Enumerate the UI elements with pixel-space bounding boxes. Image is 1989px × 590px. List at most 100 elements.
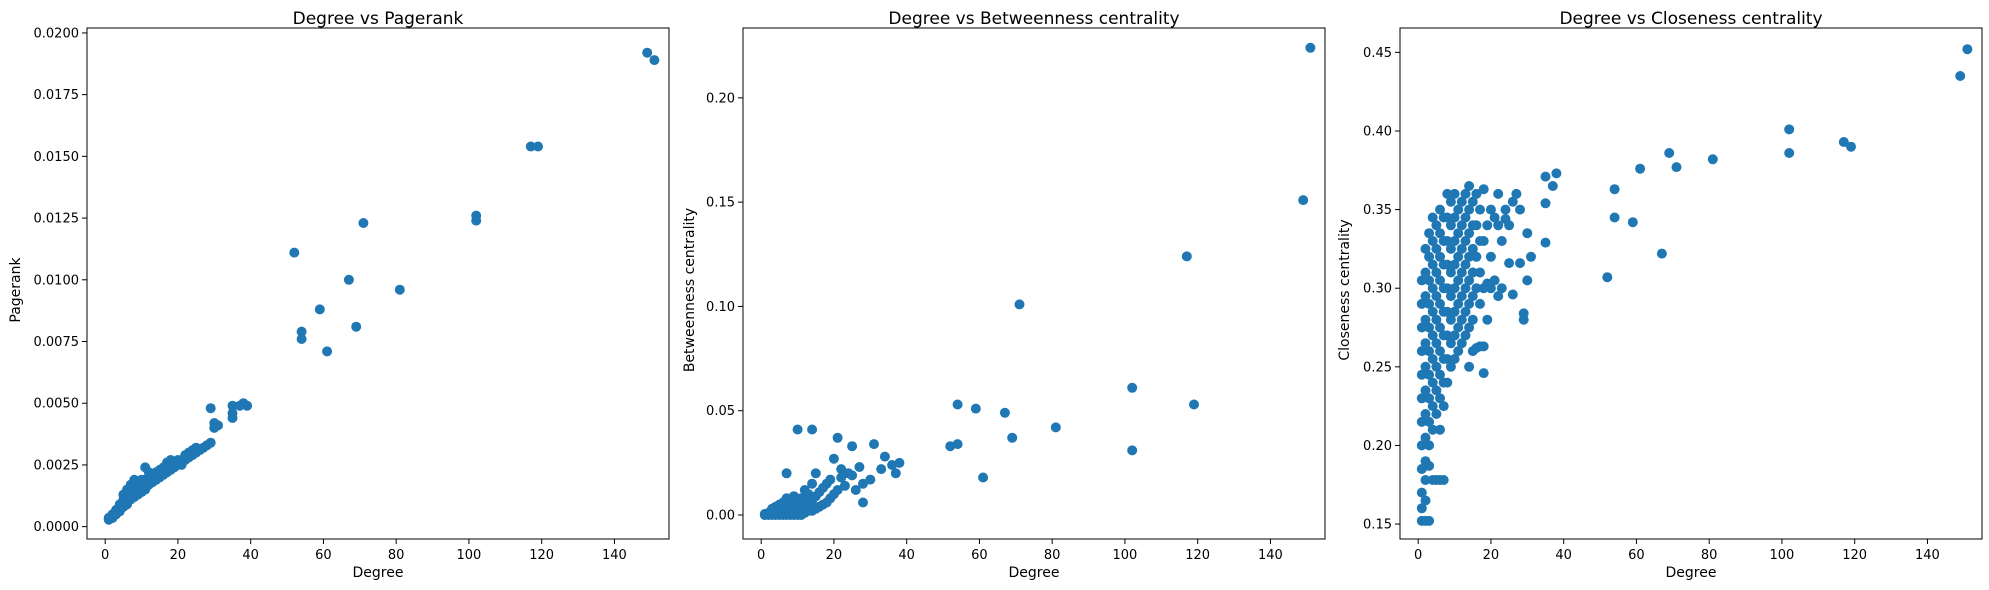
data-point (1435, 251, 1445, 262)
data-point (1453, 251, 1464, 262)
data-point (1846, 141, 1856, 152)
data-point (1485, 283, 1496, 294)
data-point (1489, 212, 1500, 223)
axes-frame (742, 27, 1326, 540)
data-point (1460, 188, 1471, 199)
data-point (1445, 243, 1456, 254)
data-point (1438, 401, 1449, 412)
x-tick-label: 140 (1258, 548, 1283, 563)
data-point (1298, 195, 1309, 206)
data-point (1424, 393, 1435, 404)
data-point (1416, 416, 1427, 427)
data-point (1784, 148, 1795, 158)
data-point (1427, 354, 1438, 364)
y-tick-label: 0.0000 (34, 520, 80, 535)
data-point (642, 47, 653, 58)
data-point (832, 432, 843, 443)
y-tick-label: 0.0050 (34, 397, 80, 412)
data-point (1511, 188, 1522, 199)
data-point (1489, 275, 1500, 286)
data-point (1540, 237, 1551, 248)
y-tick-label: 0.35 (1363, 203, 1392, 218)
data-point (1427, 330, 1438, 341)
scatter-points (1416, 44, 1973, 526)
data-point (1467, 267, 1478, 278)
data-point (978, 472, 989, 483)
data-point (1449, 283, 1460, 294)
data-point (1656, 248, 1667, 259)
data-point (1464, 181, 1475, 191)
data-point (1420, 338, 1431, 349)
data-point (1493, 291, 1504, 302)
data-point (289, 247, 300, 258)
x-tick-label: 20 (170, 548, 187, 563)
x-tick-label: 120 (529, 548, 554, 563)
data-point (1445, 291, 1456, 302)
subplot-closeness: Degree vs Closeness centrality Degree Cl… (1337, 9, 1983, 581)
data-point (1449, 212, 1460, 223)
data-point (1464, 251, 1475, 262)
data-point (832, 485, 843, 495)
data-point (1442, 377, 1453, 388)
data-point (1416, 440, 1427, 451)
data-point (1442, 330, 1453, 341)
data-point (1424, 298, 1435, 309)
data-point (850, 485, 861, 495)
data-point (1507, 289, 1518, 300)
data-point (865, 474, 876, 485)
data-point (869, 439, 879, 450)
data-point (1449, 236, 1460, 246)
data-point (1431, 243, 1442, 254)
y-tick-label: 0.20 (1363, 439, 1392, 454)
y-tick-label: 0.0125 (34, 212, 80, 227)
data-point (1627, 217, 1638, 228)
y-tick-label: 0.10 (706, 300, 735, 315)
data-point (1435, 369, 1445, 380)
data-point (1456, 220, 1467, 231)
data-point (1438, 475, 1449, 485)
data-point (1467, 314, 1478, 325)
data-point (792, 424, 803, 435)
data-point (1515, 204, 1525, 215)
data-point (781, 468, 792, 479)
data-point (1664, 148, 1675, 158)
data-point (1416, 346, 1427, 357)
data-point (807, 424, 818, 435)
data-point (1467, 291, 1478, 302)
x-tick-label: 0 (101, 548, 109, 563)
chart-title: Degree vs Betweenness centrality (888, 9, 1179, 29)
data-point (1456, 196, 1467, 207)
data-point (1420, 243, 1431, 254)
data-point (1442, 354, 1453, 364)
x-tick-label: 100 (1770, 548, 1795, 563)
x-ticks: 0 20 40 60 80 100 120 140 (101, 539, 627, 563)
data-point (1442, 236, 1453, 246)
data-point (1962, 44, 1973, 55)
x-tick-label: 20 (826, 548, 843, 563)
data-point (1416, 322, 1427, 333)
data-point (1181, 251, 1192, 262)
y-tick-label: 0.45 (1363, 46, 1392, 61)
data-point (1445, 220, 1456, 231)
data-point (322, 346, 333, 357)
data-point (1471, 188, 1482, 199)
x-tick-label: 20 (1483, 548, 1500, 563)
data-point (1464, 204, 1475, 215)
data-point (351, 321, 362, 332)
y-axis-label: Closeness centrality (1337, 219, 1353, 360)
data-point (1424, 515, 1435, 526)
data-point (1420, 267, 1431, 278)
data-point (1485, 204, 1496, 215)
data-point (1424, 460, 1435, 471)
data-point (1453, 204, 1464, 215)
data-point (1464, 228, 1475, 239)
data-point (1507, 196, 1518, 207)
data-point (1416, 487, 1427, 498)
data-point (1467, 196, 1478, 207)
data-point (1007, 432, 1018, 443)
data-point (1460, 236, 1471, 246)
data-point (296, 326, 307, 337)
data-point (525, 141, 536, 152)
y-axis-label: Betweenness centrality (682, 208, 698, 372)
